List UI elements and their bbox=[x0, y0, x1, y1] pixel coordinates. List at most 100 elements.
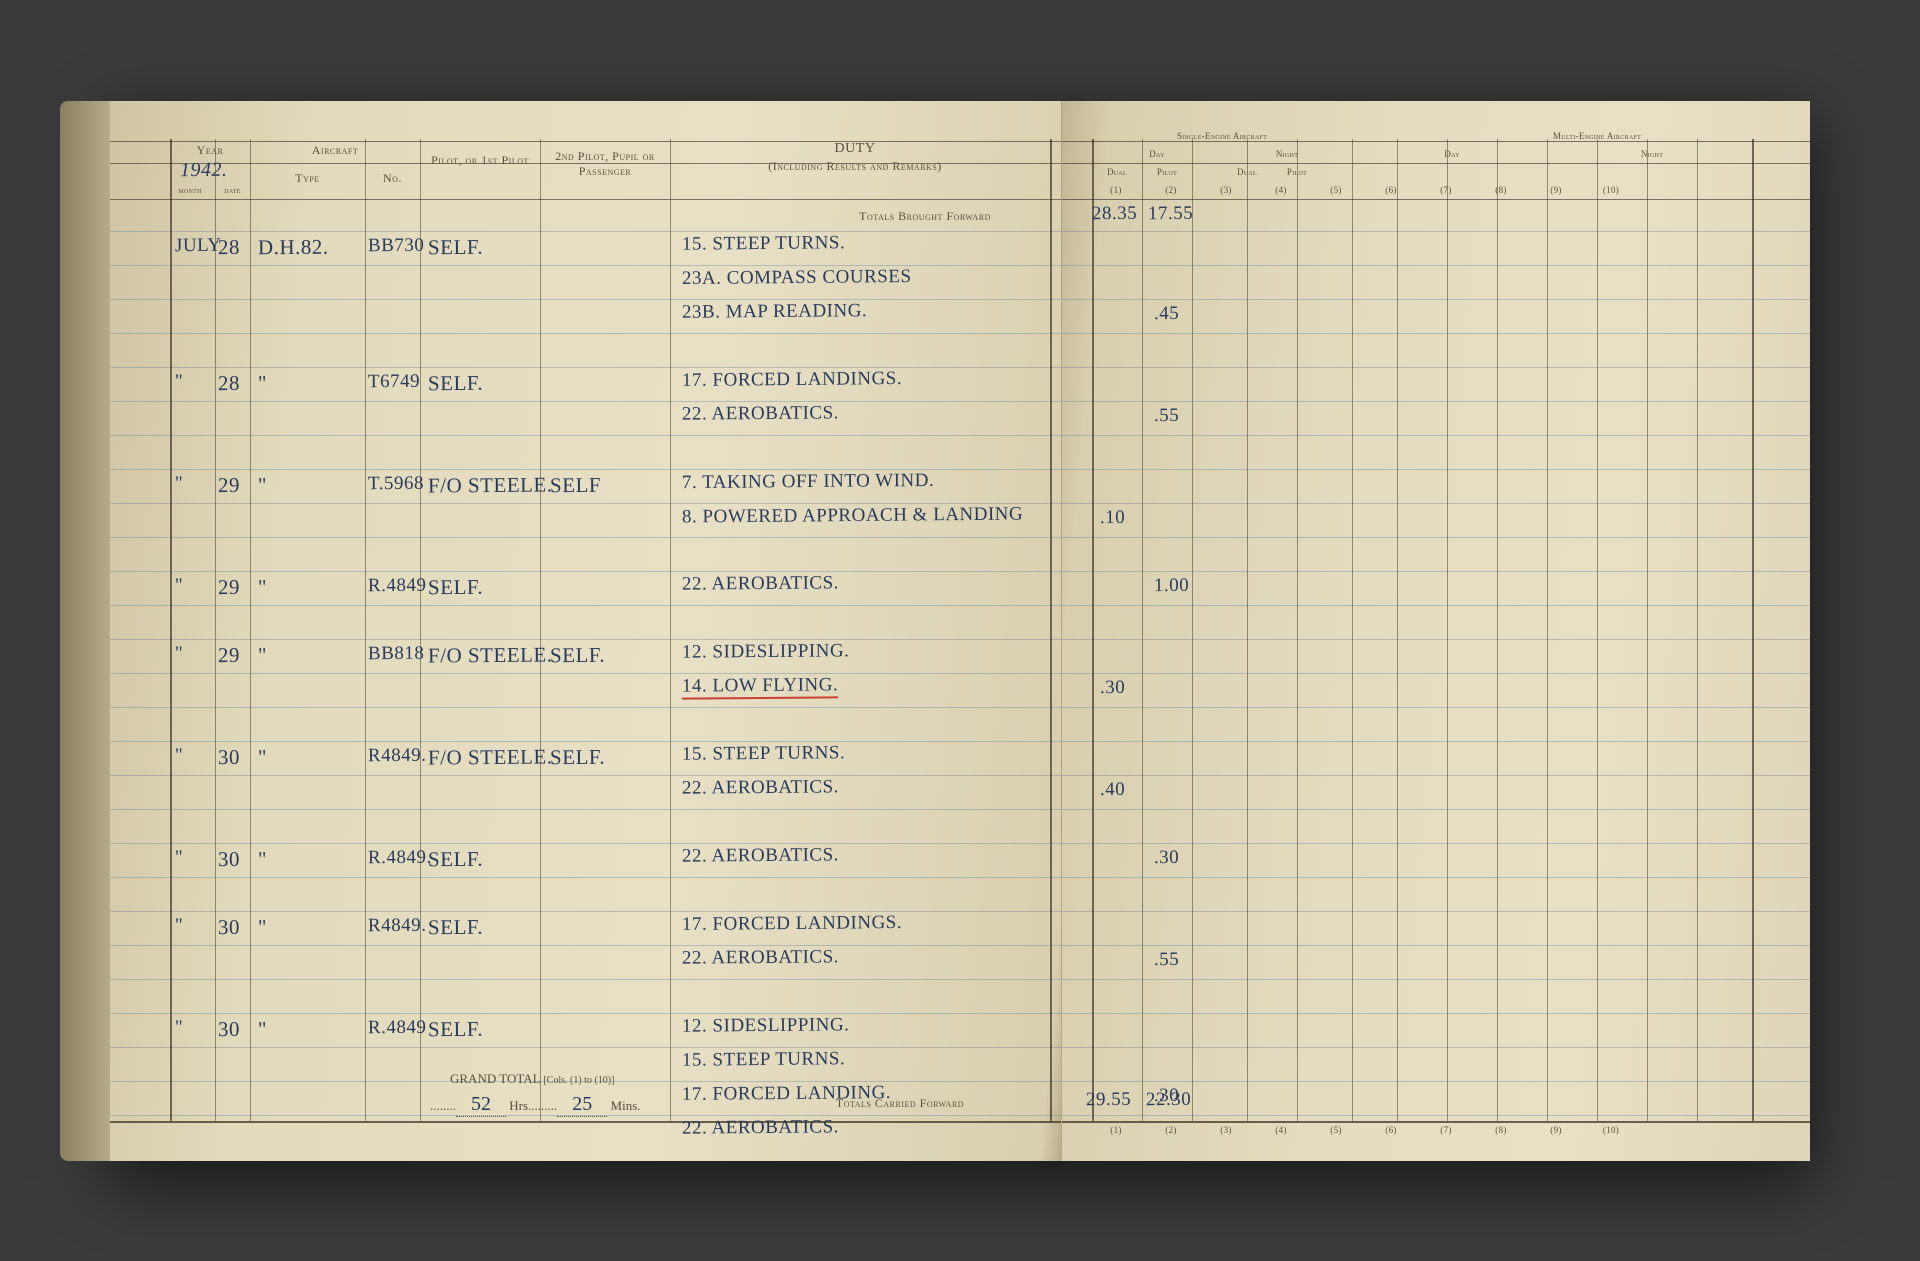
duty-line: 17. FORCED LANDINGS. bbox=[682, 368, 902, 392]
entry-cell: " bbox=[175, 846, 183, 868]
duty-line: 17. FORCED LANDINGS. bbox=[682, 912, 902, 936]
grand-total-values: ........52 Hrs.........25 Mins. bbox=[430, 1093, 641, 1117]
entry-cell: F/O STEELE. bbox=[428, 472, 553, 498]
hdr-dual-2: Dual bbox=[1222, 167, 1272, 177]
col-num-top: (9) bbox=[1536, 185, 1576, 195]
col-num-top: (1) bbox=[1096, 185, 1136, 195]
tc-dual: 29.55 bbox=[1086, 1088, 1131, 1110]
time-pilot: 1.00 bbox=[1154, 574, 1189, 596]
entry-cell: SELF. bbox=[428, 234, 483, 259]
duty-line: 12. SIDESLIPPING. bbox=[682, 1014, 850, 1037]
gt-cols: [Cols. (1) to (10)] bbox=[543, 1075, 614, 1086]
col-num-top: (6) bbox=[1371, 185, 1411, 195]
hdr-pilot-2: Pilot bbox=[1272, 167, 1322, 177]
hdr-multi: Multi-Engine Aircraft bbox=[1442, 131, 1752, 141]
entry-cell: T6749 bbox=[368, 370, 420, 392]
hdr-me-night: Night bbox=[1552, 149, 1752, 159]
entry-cell: SELF. bbox=[428, 1016, 483, 1041]
duty-line: 22. AEROBATICS. bbox=[682, 776, 839, 799]
entry-cell: F/O STEELE. bbox=[428, 744, 553, 770]
hdr-single: Single-Engine Aircraft bbox=[1092, 131, 1352, 141]
duty-line: 23B. MAP READING. bbox=[682, 300, 867, 324]
entry-cell: 28 bbox=[218, 370, 240, 395]
tb-dual: 28.35 bbox=[1092, 202, 1137, 224]
duty-line: 22. AEROBATICS. bbox=[682, 572, 839, 595]
entry-cell: SELF. bbox=[428, 846, 483, 871]
entry-cell: R.4849 bbox=[368, 574, 427, 597]
col-num-top: (10) bbox=[1591, 185, 1631, 195]
entry-cell: 30 bbox=[218, 846, 240, 871]
entry-cell: " bbox=[258, 914, 267, 939]
col-num: (5) bbox=[1316, 1125, 1356, 1135]
col-num: (8) bbox=[1481, 1125, 1521, 1135]
col-num: (9) bbox=[1536, 1125, 1576, 1135]
entry-cell: 30 bbox=[218, 914, 240, 939]
time-pilot: .55 bbox=[1154, 404, 1179, 426]
col-num-top: (4) bbox=[1261, 185, 1301, 195]
hdr-dual-1: Dual bbox=[1092, 167, 1142, 177]
hdr-duty-sub: (Including Results and Remarks) bbox=[670, 159, 1040, 174]
entry-cell: 29 bbox=[218, 472, 240, 497]
entry-cell: 30 bbox=[218, 744, 240, 769]
entry-cell: SELF. bbox=[428, 574, 483, 599]
duty-line: 12. SIDESLIPPING. bbox=[682, 640, 850, 663]
left-ruling bbox=[110, 101, 1061, 1161]
entry-cell: 29 bbox=[218, 574, 240, 599]
entry-cell: SELF. bbox=[428, 370, 483, 395]
duty-line: 22. AEROBATICS. bbox=[682, 844, 839, 867]
duty-line: 22. AEROBATICS. bbox=[682, 402, 839, 425]
entry-cell: SELF bbox=[550, 472, 601, 497]
entry-cell: JULY bbox=[175, 234, 222, 256]
duty-line: 7. TAKING OFF INTO WIND. bbox=[682, 469, 934, 493]
entry-cell: SELF. bbox=[550, 744, 605, 769]
col-num-top: (2) bbox=[1151, 185, 1191, 195]
logbook: Year 1942. month date Aircraft Type No. … bbox=[110, 101, 1810, 1161]
duty-line: 14. LOW FLYING. bbox=[682, 674, 838, 697]
col-num-top: (5) bbox=[1316, 185, 1356, 195]
duty-line: 23A. COMPASS COURSES bbox=[682, 265, 912, 289]
left-page: Year 1942. month date Aircraft Type No. … bbox=[110, 101, 1062, 1161]
entry-cell: " bbox=[258, 846, 267, 871]
time-dual: .10 bbox=[1100, 506, 1125, 528]
entry-cell: 28 bbox=[218, 234, 240, 259]
hdr-pilot-1: Pilot bbox=[1142, 167, 1192, 177]
hdr-duty: DUTY bbox=[670, 141, 1040, 157]
col-num: (3) bbox=[1206, 1125, 1246, 1135]
entry-cell: " bbox=[175, 914, 183, 936]
entry-cell: " bbox=[175, 574, 183, 596]
hdr-month: month bbox=[170, 185, 210, 195]
entry-cell: BB730 bbox=[368, 234, 425, 256]
entry-cell: " bbox=[258, 370, 267, 395]
hdr-date: date bbox=[215, 185, 250, 195]
gt-mins: 25 bbox=[557, 1093, 607, 1117]
time-pilot: .45 bbox=[1154, 302, 1179, 324]
entry-cell: " bbox=[258, 642, 267, 667]
duty-line: 15. STEEP TURNS. bbox=[682, 1048, 845, 1071]
entry-cell: " bbox=[258, 744, 267, 769]
grand-total-label: GRAND TOTAL [Cols. (1) to (10)] bbox=[450, 1071, 614, 1087]
col-num: (4) bbox=[1261, 1125, 1301, 1135]
gt-mins-label: Mins. bbox=[611, 1098, 641, 1113]
tb-pilot: 17.55 bbox=[1148, 202, 1193, 224]
book-spine bbox=[60, 101, 110, 1161]
col-num: (2) bbox=[1151, 1125, 1191, 1135]
hdr-type: Type bbox=[255, 171, 360, 186]
entry-cell: R.4849. bbox=[368, 846, 432, 869]
col-num: (7) bbox=[1426, 1125, 1466, 1135]
entry-cell: F/O STEELE. bbox=[428, 642, 553, 668]
duty-line: 15. STEEP TURNS. bbox=[682, 742, 845, 765]
entry-cell: " bbox=[175, 744, 183, 766]
time-pilot: .55 bbox=[1154, 948, 1179, 970]
duty-line: 22. AEROBATICS. bbox=[682, 946, 839, 969]
gt-hrs-label: Hrs. bbox=[509, 1098, 531, 1113]
entry-cell: " bbox=[258, 472, 267, 497]
tc-pilot: 22.30 bbox=[1146, 1088, 1191, 1110]
duty-line: 22. AEROBATICS. bbox=[682, 1116, 839, 1139]
right-ruling bbox=[1062, 101, 1810, 1161]
entry-cell: " bbox=[175, 1016, 183, 1038]
hdr-aircraft: Aircraft bbox=[250, 143, 420, 158]
col-num-top: (3) bbox=[1206, 185, 1246, 195]
entry-cell: " bbox=[258, 574, 267, 599]
right-page: Single-Engine Aircraft Multi-Engine Airc… bbox=[1062, 101, 1810, 1161]
hdr-no: No. bbox=[365, 171, 420, 186]
